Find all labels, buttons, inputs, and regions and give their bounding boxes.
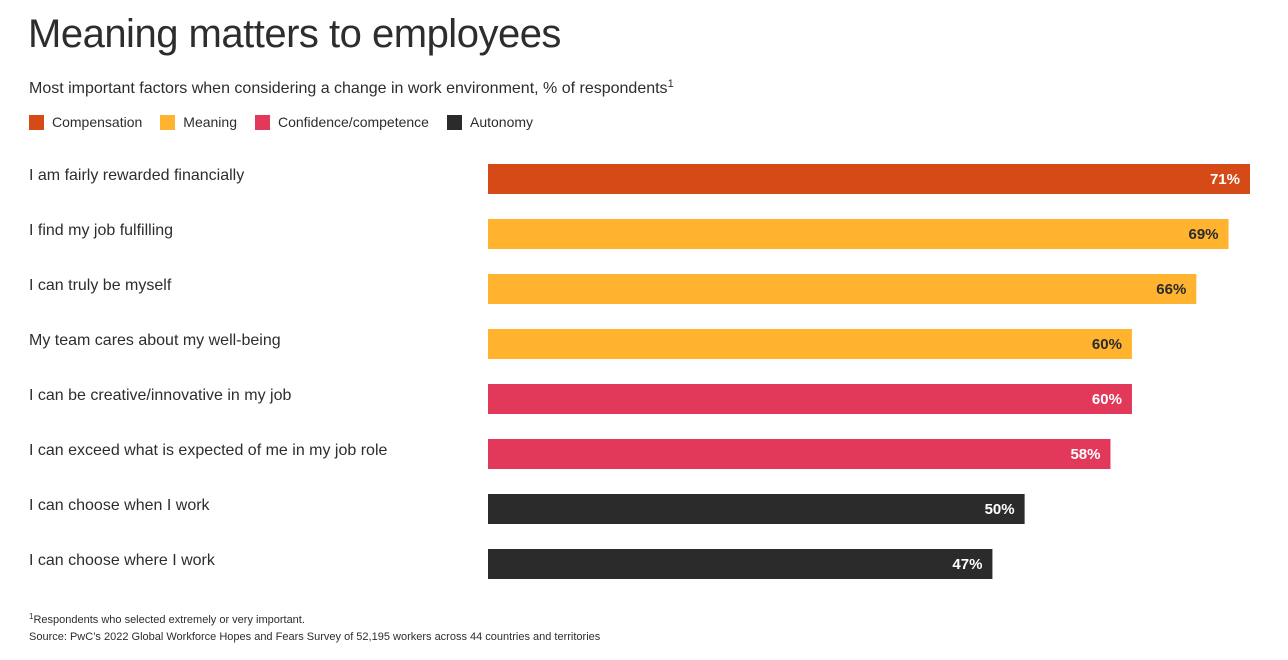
subtitle-footnote-marker: 1 — [667, 78, 674, 90]
footnote-text: Respondents who selected extremely or ve… — [33, 614, 305, 626]
source-note: Source: PwC’s 2022 Global Workforce Hope… — [29, 631, 601, 643]
legend-swatch-confidence — [254, 114, 270, 130]
legend-swatch-compensation — [29, 114, 44, 130]
category-label: I can truly be myself — [29, 277, 172, 294]
category-label: I can exceed what is expected of me in m… — [29, 442, 388, 459]
bar — [488, 549, 993, 579]
chart-title: Meaning matters to employees — [28, 12, 561, 56]
legend-label-confidence: Confidence/competence — [277, 114, 429, 130]
legend-label-meaning: Meaning — [183, 114, 237, 130]
value-label: 60% — [1092, 336, 1122, 353]
footnote-marker: 1 — [29, 612, 34, 621]
category-label: I can be creative/innovative in my job — [29, 387, 291, 404]
bar — [488, 494, 1025, 524]
category-label: My team cares about my well-being — [29, 332, 281, 349]
bar — [488, 329, 1132, 359]
legend-swatch-meaning — [160, 114, 176, 130]
value-label: 69% — [1189, 226, 1219, 243]
category-label: I find my job fulfilling — [29, 222, 173, 239]
chart-subtitle: Most important factors when considering … — [29, 78, 674, 98]
legend-item-meaning: Meaning — [160, 114, 237, 130]
legend-item-autonomy: Autonomy — [446, 114, 534, 130]
category-label: I can choose where I work — [29, 552, 216, 569]
bar — [488, 219, 1229, 249]
value-label: 58% — [1070, 446, 1100, 463]
bar — [488, 274, 1197, 304]
category-label: I am fairly rewarded financially — [29, 167, 244, 184]
bar — [488, 164, 1250, 194]
value-label: 47% — [952, 556, 982, 573]
bar — [488, 439, 1111, 469]
legend-item-confidence: Confidence/competence — [254, 114, 429, 130]
value-label: 71% — [1210, 171, 1240, 188]
footnote: 1Respondents who selected extremely or v… — [29, 612, 305, 627]
legend-swatch-autonomy — [446, 114, 462, 130]
category-label: I can choose when I work — [29, 497, 211, 514]
bar — [488, 384, 1132, 414]
value-label: 66% — [1156, 281, 1186, 298]
subtitle-text: Most important factors when considering … — [29, 80, 668, 97]
legend-item-compensation: Compensation — [29, 114, 142, 130]
value-label: 60% — [1092, 391, 1122, 408]
bar-chart: I am fairly rewarded financially 71% I fin… — [29, 164, 1250, 579]
value-label: 50% — [985, 501, 1015, 518]
legend-label-autonomy: Autonomy — [469, 114, 534, 130]
legend-label-compensation: Compensation — [52, 114, 143, 130]
legend: Compensation Meaning Confidence/competen… — [29, 114, 533, 130]
